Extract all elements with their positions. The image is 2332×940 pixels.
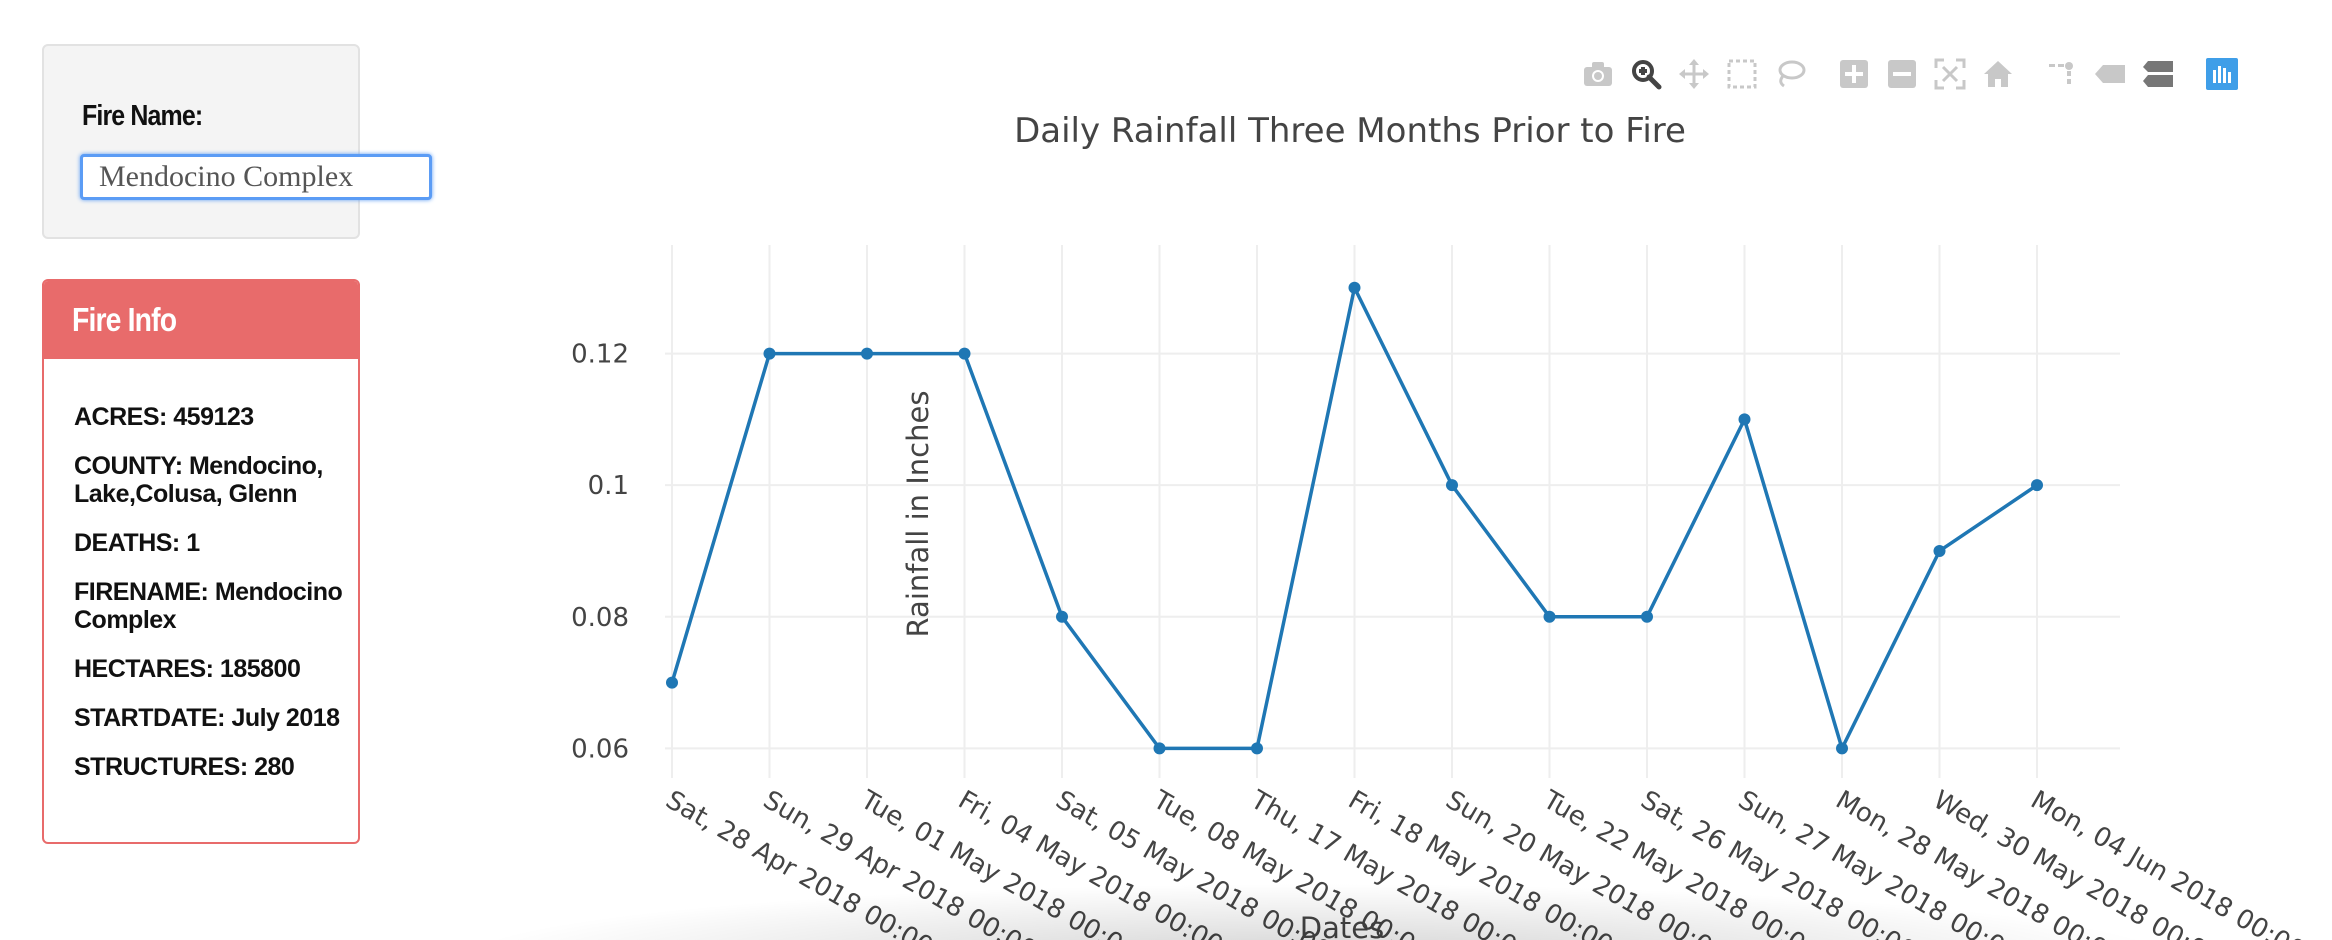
data-point[interactable] (861, 348, 873, 360)
fire-info-panel: Fire Info ACRES: 459123 COUNTY: Mendocin… (42, 279, 360, 844)
y-tick-labels: 0.06 0.08 0.1 0.12 (571, 340, 629, 765)
info-firename: FIRENAME: Mendocino Complex (74, 578, 344, 634)
zoom-out-icon[interactable] (1884, 56, 1920, 92)
reset-axes-icon[interactable] (1980, 56, 2016, 92)
x-tick-label: Tue, 22 May 2018 00:00 (1537, 785, 1825, 940)
y-tick-label: 0.08 (571, 603, 629, 633)
grid-layer (665, 245, 2120, 778)
x-tick-label: Mon, 04 Jun 2018 00:00 (2026, 785, 2310, 940)
data-point[interactable] (2031, 479, 2043, 491)
fire-name-label: Fire Name: (82, 100, 319, 133)
spike-lines-icon[interactable] (2044, 56, 2080, 92)
data-point[interactable] (1641, 611, 1653, 623)
y-tick-label: 0.06 (571, 734, 629, 764)
x-tick-label: Fri, 04 May 2018 00:00 (953, 785, 1228, 940)
x-tick-label: Thu, 17 May 2018 00:00 (1245, 785, 1536, 940)
data-point[interactable] (1544, 611, 1556, 623)
data-point[interactable] (764, 348, 776, 360)
data-point[interactable] (1056, 611, 1068, 623)
zoom-icon[interactable] (1628, 56, 1664, 92)
info-hectares: HECTARES: 185800 (74, 655, 344, 683)
x-tick-label: Sat, 26 May 2018 00:00 (1636, 785, 1921, 940)
data-point[interactable] (1251, 742, 1263, 754)
camera-icon[interactable] (1580, 56, 1616, 92)
search-panel-clip: Fire Name: (42, 44, 468, 239)
y-tick-label: 0.1 (588, 471, 629, 501)
x-tick-label: Mon, 28 May 2018 00:00 (1831, 785, 2127, 940)
x-tick-label: Tue, 08 May 2018 00:00 (1147, 785, 1435, 940)
autoscale-icon[interactable] (1932, 56, 1968, 92)
hover-compare-icon[interactable] (2140, 56, 2176, 92)
info-acres: ACRES: 459123 (74, 403, 344, 431)
sidebar: Fire Name: Fire Info ACRES: 459123 COUNT… (42, 44, 362, 844)
x-tick-label: Wed, 30 May 2018 00:00 (1928, 785, 2225, 940)
x-axis-label: Dates (1300, 911, 1384, 940)
chart-title: Daily Rainfall Three Months Prior to Fir… (1014, 111, 1686, 151)
x-tick-label: Fri, 18 May 2018 00:00 (1343, 785, 1618, 940)
y-axis-label: Rainfall in Inches (901, 391, 935, 638)
info-county: COUNTY: Mendocino, Lake,Colusa, Glenn (74, 452, 344, 508)
data-point[interactable] (1739, 413, 1751, 425)
chart-container: Daily Rainfall Three Months Prior to Fir… (420, 0, 2332, 940)
info-startdate: STARTDATE: July 2018 (74, 704, 344, 732)
x-tick-label: Sat, 28 Apr 2018 00:00 (661, 785, 939, 940)
lasso-select-icon[interactable] (1772, 56, 1808, 92)
info-structures: STRUCTURES: 280 (74, 753, 344, 781)
x-tick-label: Sun, 29 Apr 2018 00:00 (758, 785, 1041, 940)
fire-info-body: ACRES: 459123 COUNTY: Mendocino, Lake,Co… (44, 359, 358, 781)
data-point[interactable] (1154, 742, 1166, 754)
series-layer (666, 282, 2043, 755)
hover-closest-icon[interactable] (2092, 56, 2128, 92)
data-point[interactable] (666, 677, 678, 689)
data-point[interactable] (1836, 742, 1848, 754)
modebar (1580, 56, 2252, 92)
box-select-icon[interactable] (1724, 56, 1760, 92)
plotly-logo-icon[interactable] (2204, 56, 2240, 92)
pan-icon[interactable] (1676, 56, 1712, 92)
y-tick-label: 0.12 (571, 340, 629, 370)
fire-info-title: Fire Info (72, 301, 176, 339)
x-tick-label: Sat, 05 May 2018 00:00 (1051, 785, 1336, 940)
data-point[interactable] (959, 348, 971, 360)
search-panel: Fire Name: (42, 44, 360, 239)
zoom-in-icon[interactable] (1836, 56, 1872, 92)
fire-info-header: Fire Info (44, 281, 358, 359)
data-point[interactable] (1934, 545, 1946, 557)
x-tick-label: Tue, 01 May 2018 00:00 (855, 785, 1143, 940)
x-tick-label: Sun, 27 May 2018 00:00 (1733, 785, 2024, 940)
data-point[interactable] (1446, 479, 1458, 491)
fire-name-input[interactable] (80, 154, 432, 200)
x-tick-label: Sun, 20 May 2018 00:00 (1441, 785, 1732, 940)
info-deaths: DEATHS: 1 (74, 529, 344, 557)
data-point[interactable] (1349, 282, 1361, 294)
line-chart: Daily Rainfall Three Months Prior to Fir… (420, 0, 2332, 940)
rainfall-series-line (672, 288, 2037, 749)
